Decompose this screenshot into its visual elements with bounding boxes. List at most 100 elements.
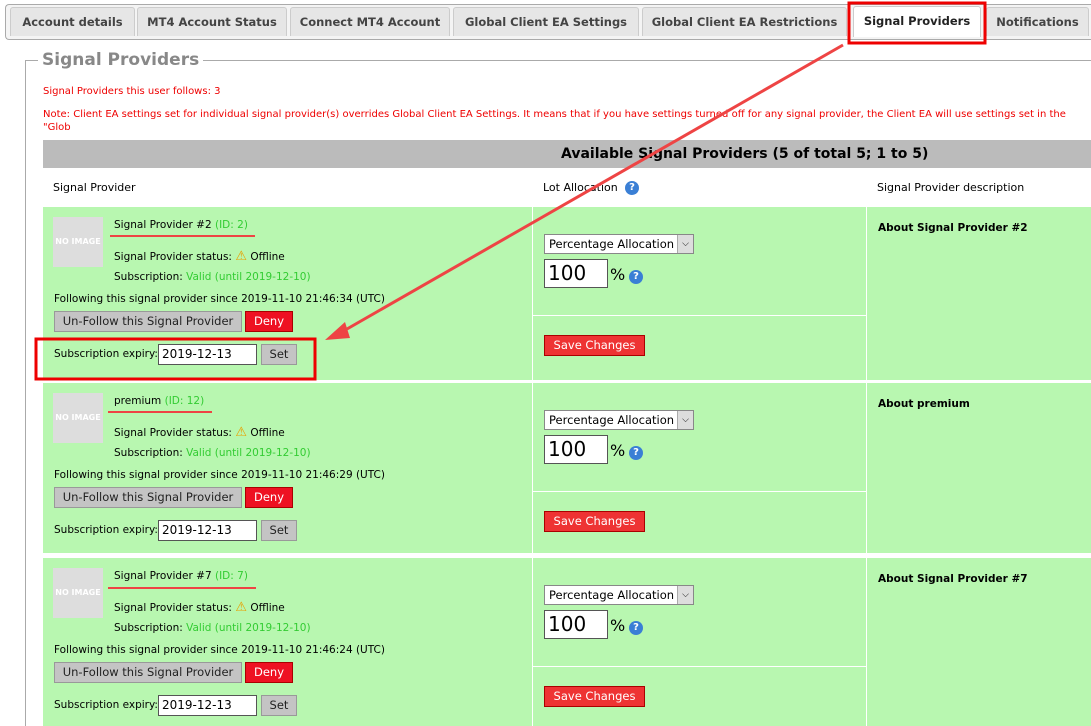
lot-allocation-cell: Percentage Allocation ⌵ 100 % ? Save Chan… — [533, 383, 867, 553]
no-image-placeholder: NO IMAGE — [53, 568, 103, 618]
percent-sign: % — [610, 441, 626, 460]
provider-name[interactable]: Signal Provider #2 (ID: 2) — [114, 219, 248, 231]
col-header-desc: Signal Provider description — [877, 181, 1025, 194]
provider-name[interactable]: Signal Provider #7 (ID: 7) — [114, 570, 248, 582]
follows-count: Signal Providers this user follows: 3 — [43, 86, 221, 97]
status-line: Signal Provider status: ⚠ Offline — [114, 600, 285, 615]
provider-row: NO IMAGE Signal Provider #7 (ID: 7) Sign… — [43, 558, 1091, 726]
chevron-down-icon: ⌵ — [677, 235, 693, 253]
divider — [533, 666, 867, 667]
chevron-down-icon: ⌵ — [677, 411, 693, 429]
save-changes-button[interactable]: Save Changes — [544, 335, 645, 356]
subscription-value: Valid (until 2019-12-10) — [186, 271, 311, 283]
help-icon[interactable]: ? — [629, 621, 643, 635]
deny-button[interactable]: Deny — [245, 662, 293, 683]
following-since: Following this signal provider since 201… — [54, 644, 385, 656]
provider-name-text: premium — [114, 395, 162, 407]
set-button[interactable]: Set — [261, 695, 297, 716]
allocation-value-input[interactable]: 100 — [544, 435, 608, 464]
allocation-value-input[interactable]: 100 — [544, 259, 608, 288]
divider — [533, 315, 867, 316]
percent-sign: % — [610, 265, 626, 284]
col-header-lot: Lot Allocation — [533, 168, 618, 207]
expiry-input[interactable]: 2019-12-13 — [158, 520, 257, 541]
provider-id: (ID: 2) — [214, 219, 248, 231]
no-image-placeholder: NO IMAGE — [53, 393, 103, 443]
tab-4[interactable]: Global Client EA Restrictions — [642, 7, 847, 36]
provider-description: About Signal Provider #2 — [878, 222, 1028, 234]
provider-name-text: Signal Provider #7 — [114, 570, 212, 582]
tab-2[interactable]: Connect MT4 Account — [290, 7, 450, 36]
table-title: Available Signal Providers (5 of total 5… — [43, 140, 1091, 168]
status-label: Signal Provider status: — [114, 427, 232, 439]
warning-icon: ⚠ — [235, 600, 247, 615]
save-changes-button[interactable]: Save Changes — [544, 686, 645, 707]
expiry-label: Subscription expiry: — [54, 348, 158, 360]
provider-row: NO IMAGE premium (ID: 12) Signal Provide… — [43, 383, 1091, 553]
provider-name[interactable]: premium (ID: 12) — [114, 395, 204, 407]
save-changes-button[interactable]: Save Changes — [544, 511, 645, 532]
expiry-label: Subscription expiry: — [54, 524, 158, 536]
status-line: Signal Provider status: ⚠ Offline — [114, 249, 285, 264]
subscription-value: Valid (until 2019-12-10) — [186, 447, 311, 459]
subscription-label: Subscription: — [114, 271, 183, 283]
warning-icon: ⚠ — [235, 425, 247, 440]
tab-3[interactable]: Global Client EA Settings — [453, 7, 639, 36]
subscription-line: Subscription: Valid (until 2019-12-10) — [114, 447, 311, 459]
allocation-select[interactable]: Percentage Allocation ⌵ — [544, 585, 694, 605]
following-since: Following this signal provider since 201… — [54, 469, 385, 481]
lot-allocation-cell: Percentage Allocation ⌵ 100 % ? Save Chan… — [533, 207, 867, 380]
subscription-line: Subscription: Valid (until 2019-12-10) — [114, 622, 311, 634]
provider-description: About Signal Provider #7 — [878, 573, 1028, 585]
tab-5[interactable]: Signal Providers — [853, 6, 981, 37]
set-button[interactable]: Set — [261, 520, 297, 541]
tab-6[interactable]: Notifications — [986, 7, 1089, 36]
provider-cell: NO IMAGE Signal Provider #7 (ID: 7) Sign… — [43, 558, 533, 726]
lot-allocation-cell: Percentage Allocation ⌵ 100 % ? Save Chan… — [533, 558, 867, 726]
provider-row: NO IMAGE Signal Provider #2 (ID: 2) Sign… — [43, 207, 1091, 380]
status-value: Offline — [250, 602, 285, 614]
allocation-select[interactable]: Percentage Allocation ⌵ — [544, 410, 694, 430]
chevron-down-icon: ⌵ — [677, 586, 693, 604]
allocation-value-input[interactable]: 100 — [544, 610, 608, 639]
allocation-value: Percentage Allocation — [549, 237, 675, 251]
col-header-lot-label: Lot Allocation — [543, 181, 618, 194]
note-text: Note: Client EA settings set for individ… — [43, 109, 1066, 133]
deny-button[interactable]: Deny — [245, 311, 293, 332]
expiry-input[interactable]: 2019-12-13 — [158, 695, 257, 716]
warning-icon: ⚠ — [235, 249, 247, 264]
help-icon[interactable]: ? — [629, 270, 643, 284]
percent-sign: % — [610, 616, 626, 635]
unfollow-button[interactable]: Un-Follow this Signal Provider — [54, 311, 242, 332]
status-label: Signal Provider status: — [114, 251, 232, 263]
expiry-input[interactable]: 2019-12-13 — [158, 344, 257, 365]
subscription-label: Subscription: — [114, 622, 183, 634]
provider-id: (ID: 12) — [164, 395, 205, 407]
provider-id: (ID: 7) — [214, 570, 248, 582]
status-value: Offline — [250, 251, 285, 263]
expiry-label: Subscription expiry: — [54, 699, 158, 711]
subscription-label: Subscription: — [114, 447, 183, 459]
status-label: Signal Provider status: — [114, 602, 232, 614]
provider-cell: NO IMAGE Signal Provider #2 (ID: 2) Sign… — [43, 207, 533, 380]
tab-1[interactable]: MT4 Account Status — [137, 7, 287, 36]
deny-button[interactable]: Deny — [245, 487, 293, 508]
col-header-provider: Signal Provider — [53, 181, 136, 194]
status-value: Offline — [250, 427, 285, 439]
allocation-value: Percentage Allocation — [549, 413, 675, 427]
section-title: Signal Providers — [38, 50, 204, 70]
provider-description: About premium — [878, 398, 970, 410]
status-line: Signal Provider status: ⚠ Offline — [114, 425, 285, 440]
set-button[interactable]: Set — [261, 344, 297, 365]
allocation-select[interactable]: Percentage Allocation ⌵ — [544, 234, 694, 254]
no-image-placeholder: NO IMAGE — [53, 217, 103, 267]
unfollow-button[interactable]: Un-Follow this Signal Provider — [54, 487, 242, 508]
help-icon[interactable]: ? — [629, 446, 643, 460]
following-since: Following this signal provider since 201… — [54, 293, 385, 305]
tab-0[interactable]: Account details — [10, 7, 135, 36]
unfollow-button[interactable]: Un-Follow this Signal Provider — [54, 662, 242, 683]
help-icon[interactable]: ? — [625, 181, 639, 195]
allocation-value: Percentage Allocation — [549, 588, 675, 602]
divider — [533, 491, 867, 492]
subscription-value: Valid (until 2019-12-10) — [186, 622, 311, 634]
